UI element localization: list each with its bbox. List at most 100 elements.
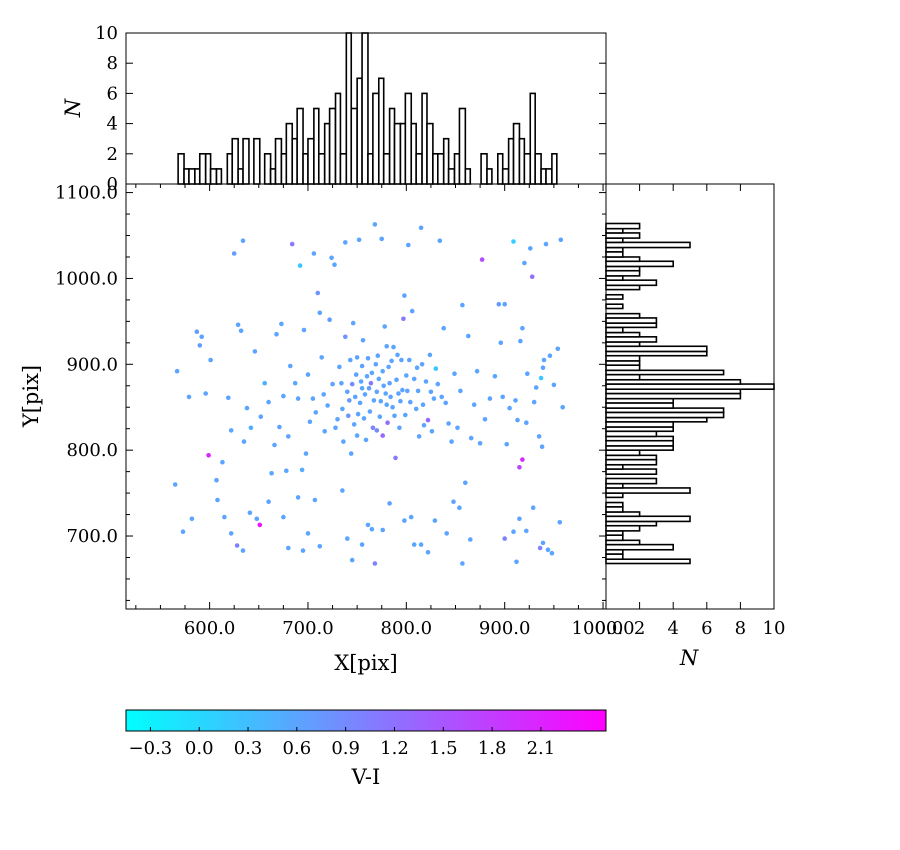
scatter-point: [487, 396, 493, 401]
scatter-point: [549, 550, 555, 556]
scatter-point: [507, 405, 512, 411]
scatter-point: [231, 251, 237, 256]
scatter-point: [407, 357, 412, 363]
top-histogram-bar: [328, 107, 337, 185]
scatter-point: [330, 381, 335, 387]
scatter-point: [356, 237, 362, 243]
right-histogram-xlabel: N: [679, 646, 699, 670]
scatter-point: [378, 398, 384, 404]
scatter-point: [558, 237, 564, 243]
scatter-point: [351, 422, 357, 427]
scatter-point: [194, 329, 200, 335]
scatter-point: [524, 420, 529, 426]
scatter-point: [254, 516, 260, 522]
scatter-point: [511, 239, 516, 244]
scatter-point: [513, 398, 518, 403]
top-histogram-bar: [253, 137, 261, 185]
top-histogram-bar: [404, 92, 413, 185]
scatter-point: [401, 316, 406, 322]
scatter-point: [281, 393, 286, 399]
right-histogram-x-ticks: 0.0 2 4 6 8 10: [595, 184, 785, 639]
top-histogram-bar: [447, 168, 456, 185]
scatter-point: [335, 417, 340, 422]
scatter-point: [382, 324, 388, 329]
right-histogram-bar: [605, 477, 658, 485]
scatter-point: [262, 380, 268, 386]
top-histogram-bar: [372, 92, 380, 185]
scatter-point: [228, 428, 234, 433]
top-histogram-bar: [512, 122, 521, 185]
scatter-point: [390, 404, 395, 410]
top-histogram-bar: [382, 153, 391, 185]
scatter-point: [373, 362, 379, 367]
scatter-point: [357, 400, 363, 406]
scatter-point: [403, 412, 408, 418]
scatter-point: [248, 425, 254, 431]
scatter-point: [369, 526, 375, 532]
scatter-point: [354, 355, 360, 360]
scatter-point: [363, 437, 369, 443]
top-histogram-bar: [317, 153, 326, 185]
right-histogram-bar: [605, 222, 641, 230]
scatter-point: [214, 477, 219, 483]
y-tick-label: 900.0: [66, 354, 118, 375]
scatter-point: [295, 396, 301, 401]
scatter-point: [443, 400, 449, 406]
scatter-point: [340, 488, 345, 493]
top-histogram-bar: [458, 107, 467, 185]
colorbar-tick-label: 1.8: [478, 738, 507, 759]
scatter-point: [435, 381, 441, 387]
x-tick-label: 1000.0: [572, 618, 635, 639]
scatter-point: [498, 340, 504, 346]
y-tick-label: 1000.0: [55, 268, 118, 289]
scatter-point: [468, 435, 474, 441]
scatter-point: [518, 338, 523, 344]
scatter-point: [500, 394, 506, 400]
scatter-point: [428, 389, 434, 395]
right-histogram-bar: [605, 501, 624, 508]
scatter-point: [446, 421, 451, 426]
scatter-point: [367, 409, 373, 414]
scatter-point: [228, 531, 234, 536]
scatter-point: [379, 236, 385, 242]
scatter-point: [186, 394, 192, 400]
scatter-point: [235, 322, 241, 328]
scatter-ylabel: Y[pix]: [19, 365, 43, 428]
colorbar-tick-label: −0.3: [129, 738, 173, 759]
scatter-point: [311, 251, 317, 256]
scatter-point: [420, 402, 426, 408]
scatter-point: [540, 540, 546, 546]
scatter-y-ticks: 700.0 800.0 900.0 1000.0 1100.0: [55, 183, 606, 601]
scatter-point: [361, 416, 367, 421]
scatter-point: [389, 358, 394, 364]
scatter-point: [460, 561, 465, 566]
scatter-point: [374, 389, 380, 395]
scatter-point: [337, 364, 342, 370]
scatter-point: [391, 344, 396, 350]
scatter-point: [538, 375, 544, 381]
scatter-point: [359, 542, 365, 547]
scatter-point: [346, 413, 351, 419]
scatter-point: [531, 399, 537, 405]
scatter-point: [349, 381, 355, 387]
scatter-point: [482, 417, 488, 422]
scatter-point: [404, 373, 409, 378]
colorbar-label: V-I: [351, 765, 381, 789]
top-histogram-bar: [534, 153, 542, 185]
scatter-point: [411, 542, 417, 547]
scatter-point: [474, 368, 480, 374]
scatter-point: [479, 257, 485, 262]
scatter-point: [504, 441, 510, 447]
top-y-tick-label: 2: [107, 144, 118, 165]
scatter-point: [339, 380, 344, 386]
scatter-point: [384, 402, 390, 408]
scatter-point: [289, 241, 295, 247]
right-x-tick-label: 2: [634, 618, 645, 639]
colorbar-tick-label: 0.0: [185, 738, 214, 759]
scatter-point: [524, 528, 529, 534]
scatter-point: [349, 557, 355, 563]
colorbar-tick-label: 0.3: [234, 738, 263, 759]
scatter-point: [281, 514, 286, 520]
scatter-point: [319, 355, 325, 360]
scatter-point: [313, 410, 319, 415]
